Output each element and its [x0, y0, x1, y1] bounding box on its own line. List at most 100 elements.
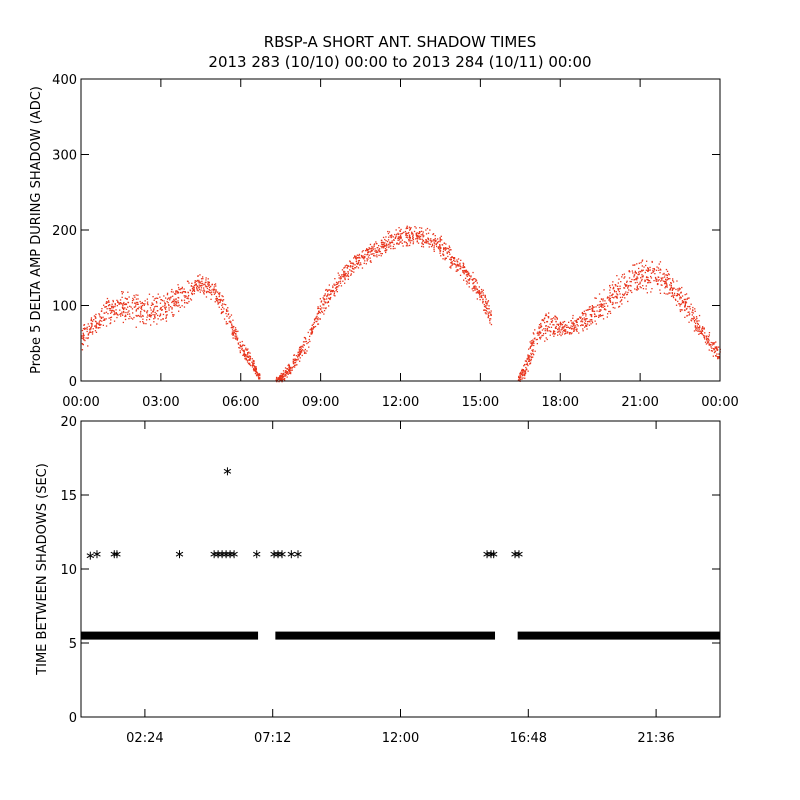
amplitude-point [319, 307, 321, 310]
amplitude-point [223, 308, 225, 310]
amplitude-point [617, 289, 620, 291]
amplitude-point [251, 358, 253, 360]
amplitude-point [169, 299, 171, 301]
amplitude-point [633, 264, 635, 266]
amplitude-point [235, 337, 238, 339]
amplitude-point [650, 275, 652, 278]
amplitude-point [187, 302, 189, 304]
amplitude-point [256, 372, 259, 374]
amplitude-point [119, 303, 121, 305]
amplitude-point [598, 306, 600, 308]
amplitude-point [472, 287, 474, 289]
amplitude-point [162, 305, 164, 308]
amplitude-point [134, 296, 136, 298]
amplitude-point [320, 300, 323, 302]
amplitude-point [602, 300, 604, 302]
amplitude-point [552, 333, 554, 335]
amplitude-point [622, 293, 624, 295]
amplitude-point [551, 321, 553, 323]
amplitude-point [649, 266, 651, 269]
amplitude-point [517, 379, 520, 381]
amplitude-point [86, 328, 88, 330]
amplitude-point [635, 277, 638, 280]
amplitude-point [91, 324, 93, 326]
amplitude-point [454, 263, 456, 265]
amplitude-point [666, 274, 668, 276]
amplitude-point [124, 307, 126, 309]
amplitude-point [483, 305, 486, 308]
amplitude-point [187, 280, 189, 283]
amplitude-point [385, 243, 388, 245]
amplitude-point [451, 264, 453, 266]
amplitude-point [357, 267, 360, 269]
amplitude-point [536, 338, 538, 341]
amplitude-point [688, 314, 690, 316]
amplitude-point [193, 287, 195, 289]
amplitude-point [457, 258, 460, 260]
amplitude-point [170, 297, 172, 299]
amplitude-point [602, 306, 604, 308]
amplitude-point [668, 274, 670, 276]
amplitude-point [591, 320, 593, 322]
amplitude-point [386, 249, 388, 251]
amplitude-point [328, 294, 331, 296]
amplitude-point [531, 344, 533, 347]
amplitude-point [537, 334, 539, 336]
amplitude-point [340, 277, 342, 280]
amplitude-point [588, 320, 590, 323]
amplitude-point [82, 334, 85, 336]
amplitude-point [323, 313, 325, 315]
amplitude-point [110, 310, 113, 312]
amplitude-point [638, 273, 640, 275]
amplitude-point [653, 280, 655, 282]
amplitude-point [572, 317, 574, 319]
amplitude-point [394, 247, 396, 250]
amplitude-point [248, 359, 250, 361]
amplitude-point [210, 298, 212, 300]
amplitude-point [537, 331, 539, 333]
amplitude-point [249, 355, 251, 358]
amplitude-point [355, 257, 357, 259]
amplitude-point [371, 245, 373, 248]
amplitude-point [198, 279, 200, 282]
amplitude-point [141, 302, 143, 304]
amplitude-point [285, 370, 287, 372]
amplitude-point [405, 234, 407, 236]
amplitude-point [159, 308, 161, 310]
amplitude-point [105, 302, 107, 304]
amplitude-point [353, 268, 355, 270]
amplitude-point [205, 279, 207, 281]
amplitude-point [671, 289, 673, 291]
amplitude-point [255, 367, 257, 370]
amplitude-point [213, 284, 216, 286]
amplitude-point [297, 356, 299, 358]
amplitude-point [658, 269, 660, 271]
amplitude-point [200, 278, 203, 280]
amplitude-point [636, 287, 638, 289]
amplitude-point [333, 291, 336, 293]
amplitude-point [367, 256, 370, 258]
amplitude-x-tick-label: 00:00 [701, 395, 738, 410]
amplitude-point [651, 260, 653, 263]
amplitude-point [422, 234, 424, 236]
amplitude-point [317, 306, 319, 308]
amplitude-point [289, 367, 291, 369]
amplitude-point [607, 296, 609, 298]
amplitude-point [165, 320, 168, 322]
amplitude-point [598, 304, 600, 306]
amplitude-point [418, 236, 421, 238]
amplitude-point [621, 274, 624, 276]
amplitude-point [456, 263, 459, 265]
amplitude-point [692, 312, 694, 314]
amplitude-point [184, 295, 186, 297]
amplitude-point [447, 247, 449, 250]
amplitude-point [425, 229, 427, 231]
amplitude-point [632, 264, 634, 266]
amplitude-point [382, 245, 384, 247]
amplitude-point [112, 299, 114, 302]
amplitude-point [234, 337, 236, 339]
amplitude-point [207, 282, 209, 284]
amplitude-point [236, 339, 238, 341]
amplitude-point [688, 311, 690, 313]
amplitude-point [347, 275, 349, 277]
